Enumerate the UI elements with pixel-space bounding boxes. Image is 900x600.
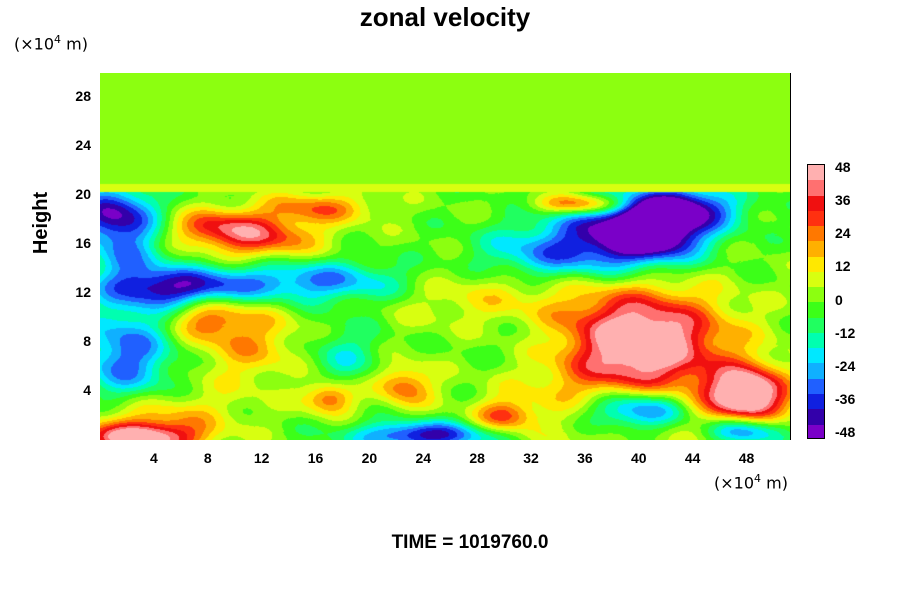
x-tick-label: 36 [577, 450, 593, 466]
colorbar-swatch [808, 424, 824, 438]
colorbar-swatch [808, 363, 824, 379]
colorbar-swatch [808, 409, 824, 425]
x-tick-label: 32 [523, 450, 539, 466]
y-tick-label: 16 [75, 235, 91, 252]
colorbar-swatch [808, 241, 824, 257]
y-tick-label: 28 [75, 88, 91, 105]
colorbar-tick-label: -36 [835, 390, 856, 407]
colorbar-swatch [808, 226, 824, 242]
y-unit-label: (×104 m) [14, 33, 88, 54]
colorbar-tick-label: -24 [835, 357, 856, 374]
y-tick-label: 24 [75, 137, 91, 154]
colorbar-tick-label: 24 [835, 225, 851, 242]
colorbar-swatch [808, 195, 824, 211]
x-tick-label: 48 [738, 450, 755, 466]
colorbar-swatch [808, 302, 824, 318]
y-tick-label: 12 [75, 284, 91, 301]
colorbar-swatch [808, 332, 824, 349]
colorbar [807, 164, 825, 439]
x-tick-label: 20 [361, 450, 378, 466]
x-tick-label: 16 [307, 450, 324, 466]
y-tick-label: 4 [83, 382, 91, 399]
colorbar-swatch [808, 165, 824, 181]
colorbar-tick-label: 12 [835, 258, 851, 275]
x-tick-label: 8 [203, 450, 212, 466]
x-tick-label: 4 [149, 450, 158, 466]
x-tick-label: 44 [684, 450, 701, 466]
colorbar-swatch [808, 287, 824, 303]
y-axis-label: Height [30, 191, 52, 255]
colorbar-tick-label: -12 [835, 324, 856, 341]
colorbar-swatch [808, 271, 824, 288]
heatmap-canvas [100, 73, 791, 440]
colorbar-swatch [808, 317, 824, 333]
y-tick-label: 8 [83, 333, 91, 350]
time-label: TIME = 1019760.0 [391, 532, 549, 553]
colorbar-tick-label: 0 [835, 291, 843, 308]
x-tick-label: 24 [415, 450, 432, 466]
colorbar-tick-label: -48 [835, 424, 856, 440]
colorbar-swatch [808, 180, 824, 196]
colorbar-tick-label: 48 [835, 159, 851, 175]
x-tick-label: 40 [630, 450, 647, 466]
chart-title: zonal velocity [359, 2, 531, 32]
x-tick-label: 28 [469, 450, 485, 466]
colorbar-swatch [808, 378, 824, 394]
x-unit-label: (×104 m) [714, 472, 788, 493]
colorbar-tick-label: 36 [835, 192, 851, 209]
colorbar-swatch [808, 210, 824, 227]
x-tick-label: 12 [253, 450, 270, 466]
colorbar-swatch [808, 256, 824, 272]
colorbar-swatch [808, 348, 824, 364]
colorbar-swatch [808, 393, 824, 410]
y-tick-label: 20 [75, 186, 91, 203]
heatmap-plot-area [100, 73, 791, 440]
